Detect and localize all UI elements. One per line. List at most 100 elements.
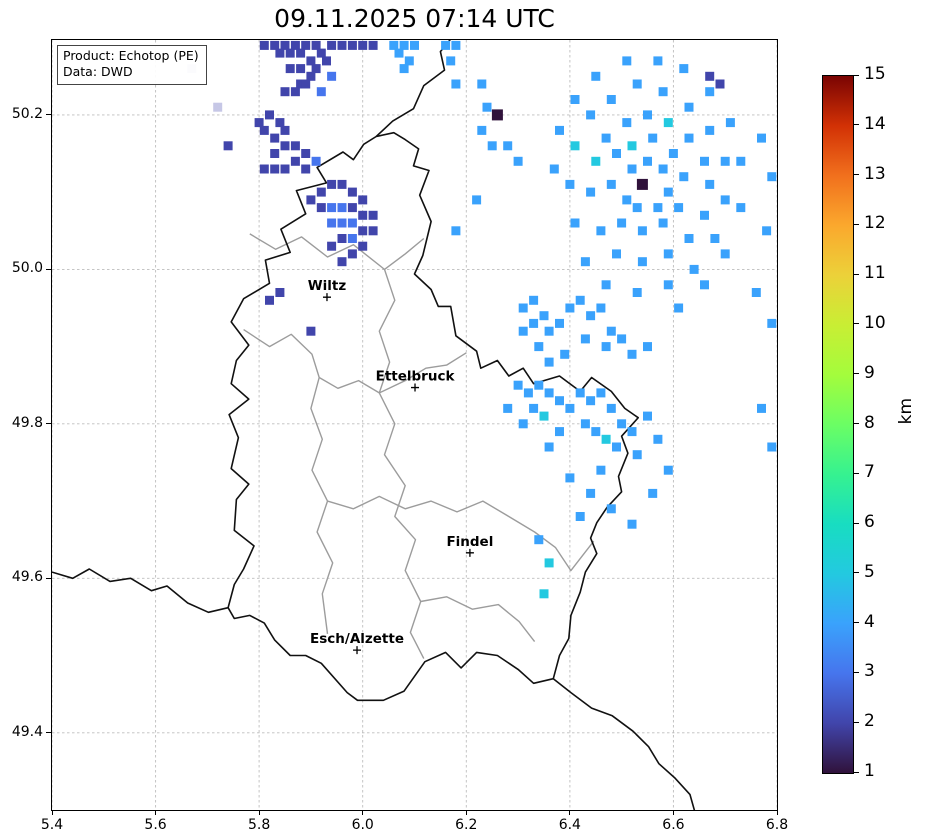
radar-pixel: [565, 473, 575, 483]
radar-pixel: [643, 110, 652, 120]
gridlines: [52, 40, 777, 810]
radar-pixel: [700, 280, 709, 290]
radar-pixel: [254, 118, 264, 128]
colorbar-tick: [854, 174, 859, 176]
radar-pixel: [487, 141, 497, 151]
radar-pixel: [301, 164, 311, 174]
radar-pixel: [658, 164, 668, 174]
radar-pixel: [627, 141, 637, 151]
radar-pixel: [529, 403, 539, 413]
country-border-line: [227, 131, 640, 702]
colorbar-tick-label: 5: [864, 561, 875, 582]
radar-pixel: [632, 79, 642, 89]
radar-pixel: [451, 40, 461, 50]
x-tick-label: 6.8: [765, 817, 789, 833]
radar-pixel: [570, 141, 580, 151]
radar-pixel: [580, 419, 590, 429]
colorbar-axis-label: km: [896, 398, 916, 425]
radar-pixel: [663, 118, 673, 128]
radar-pixel: [555, 318, 564, 328]
radar-pixel: [327, 179, 337, 189]
radar-pixel: [316, 87, 326, 97]
radar-pixel: [539, 411, 549, 421]
radar-pixel: [358, 210, 368, 220]
radar-pixel: [643, 156, 652, 166]
radar-pixel: [627, 519, 637, 529]
radar-pixel: [606, 95, 616, 104]
radar-pixel: [280, 164, 290, 174]
colorbar-tick-label: 4: [864, 611, 875, 632]
radar-pixel: [606, 504, 616, 514]
radar-pixel: [612, 442, 621, 452]
radar-pixel: [575, 295, 585, 305]
city-marker: [411, 383, 420, 392]
radar-pixel: [347, 40, 357, 50]
colorbar-tick: [854, 423, 859, 424]
radar-pixel: [327, 71, 337, 81]
radar-pixel: [296, 64, 306, 74]
radar-pixel: [710, 234, 720, 243]
radar-pixel: [663, 280, 673, 290]
radar-pixel: [591, 71, 601, 81]
radar-pixel: [622, 56, 632, 66]
radar-pixel: [446, 56, 456, 66]
radar-pixel: [259, 40, 269, 50]
radar-pixel: [544, 357, 554, 367]
radar-pixel: [612, 149, 621, 158]
radar-pixel: [575, 388, 585, 398]
radar-pixel: [503, 141, 513, 151]
radar-pixel: [762, 226, 772, 236]
x-tick: [672, 811, 674, 815]
colorbar-tick: [854, 572, 859, 574]
radar-pixel: [296, 79, 306, 89]
radar-pixel: [684, 133, 694, 143]
radar-pixel: [663, 249, 673, 259]
city-label: Ettelbruck: [376, 369, 456, 385]
radar-pixel: [637, 226, 647, 236]
map-plot-area: Wiltz Ettelbruck Findel Esch/Alzette Produc…: [51, 39, 778, 811]
radar-pixel: [280, 40, 290, 50]
radar-pixel: [643, 411, 652, 421]
radar-pixel: [518, 419, 528, 429]
radar-pixel: [565, 179, 575, 189]
radar-pixel: [410, 40, 419, 50]
x-tick-label: 5.8: [248, 817, 271, 833]
y-tick-label: 50.2: [11, 105, 43, 122]
radar-pixel: [757, 133, 766, 143]
x-tick: [258, 811, 260, 815]
radar-pixel: [404, 56, 414, 66]
radar-pixel: [549, 164, 559, 174]
x-tick: [51, 811, 53, 815]
radar-pixel: [767, 442, 777, 452]
radar-pixel: [503, 403, 513, 413]
radar-pixel: [270, 149, 280, 158]
x-tick: [465, 811, 467, 815]
x-tick-label: 5.4: [40, 817, 64, 833]
radar-pixel: [539, 589, 549, 599]
radar-pixel: [213, 102, 223, 112]
radar-pixel: [472, 195, 482, 205]
radar-pixel: [555, 427, 564, 437]
radar-pixel: [337, 234, 347, 243]
city-label: Findel: [446, 534, 493, 550]
radar-pixel: [337, 203, 347, 213]
radar-pixel: [491, 109, 503, 121]
city-marker: [353, 646, 362, 655]
colorbar-tick-label: 15: [864, 64, 886, 84]
colorbar-tick-label: 2: [864, 711, 875, 732]
radar-pixel: [301, 149, 311, 158]
radar-pixel: [767, 318, 777, 328]
radar-pixel: [591, 156, 601, 166]
colorbar-tick-label: 9: [864, 362, 875, 383]
radar-pixel: [316, 203, 326, 213]
radar-pixel: [451, 79, 461, 89]
colorbar-tick: [854, 671, 859, 673]
x-tick: [569, 811, 571, 815]
radar-pixel: [586, 396, 596, 406]
radar-pixel: [555, 396, 564, 406]
radar-pixel: [705, 179, 715, 189]
radar-pixel: [270, 164, 280, 174]
radar-pixel: [596, 226, 606, 236]
city-label: Esch/Alzette: [310, 631, 404, 647]
